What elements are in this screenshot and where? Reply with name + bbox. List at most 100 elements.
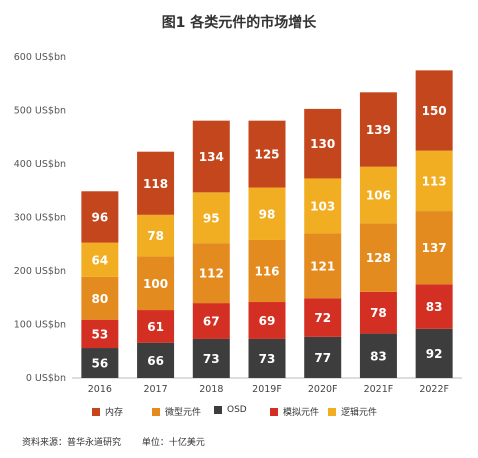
source-note: 资料来源：普华永道研究 <box>22 438 122 448</box>
bar-segment <box>304 233 342 299</box>
data-label: 69 <box>259 314 276 328</box>
data-label: 56 <box>92 357 109 371</box>
data-label: 130 <box>310 137 335 151</box>
bar-segment <box>248 187 286 240</box>
unit-note: 单位：十亿美元 <box>141 438 205 448</box>
data-label: 134 <box>199 150 224 164</box>
bar-segment <box>415 150 453 212</box>
data-label: 139 <box>366 123 391 137</box>
bar-segment <box>192 192 230 244</box>
x-tick-label: 2019F <box>252 384 282 395</box>
legend-label: 微型元件 <box>165 408 202 418</box>
legend-swatch <box>214 406 222 414</box>
y-tick-label: 100 US$bn <box>14 320 66 331</box>
bar-segment <box>248 120 286 188</box>
bar-segment <box>81 348 119 378</box>
bar-segment <box>137 256 175 311</box>
bar-segment <box>359 166 397 224</box>
bar-segment <box>137 151 175 215</box>
data-label: 118 <box>143 177 168 191</box>
data-label: 92 <box>426 347 443 361</box>
x-tick-label: 2018 <box>199 384 223 395</box>
legend-label: OSD <box>227 405 247 415</box>
bar-segment <box>415 328 453 378</box>
data-label: 80 <box>92 292 109 306</box>
legend-label: 模拟元件 <box>283 408 320 418</box>
data-label: 95 <box>203 211 220 225</box>
legend-label: 逻辑元件 <box>341 408 378 418</box>
data-label: 106 <box>366 189 391 203</box>
data-label: 61 <box>147 320 164 334</box>
legend-item: 微型元件 <box>152 405 201 418</box>
chart-footer: 资料来源：普华永道研究 单位：十亿美元 <box>22 435 223 448</box>
bar-segment <box>81 276 119 320</box>
data-label: 78 <box>370 306 387 320</box>
data-label: 66 <box>147 354 164 368</box>
data-label: 103 <box>310 199 335 213</box>
data-label: 113 <box>422 174 447 188</box>
legend-item: OSD <box>214 405 247 415</box>
bar-segment <box>359 92 397 167</box>
bar-segment <box>192 303 230 339</box>
y-tick-label: 300 US$bn <box>14 213 66 224</box>
data-label: 73 <box>203 352 220 366</box>
legend-swatch <box>152 407 160 416</box>
data-label: 112 <box>199 267 224 281</box>
bar-segment <box>192 243 230 304</box>
data-label: 72 <box>314 311 331 325</box>
y-tick-label: 0 US$bn <box>26 373 66 384</box>
data-label: 78 <box>147 229 164 243</box>
bar-segment <box>415 211 453 285</box>
data-label: 150 <box>422 104 447 118</box>
legend-label: 内存 <box>105 408 124 418</box>
bar-segment <box>304 336 342 378</box>
bar-segment <box>192 120 230 193</box>
y-tick-label: 400 US$bn <box>14 159 66 170</box>
bar-segment <box>415 70 453 151</box>
data-label: 53 <box>92 327 109 341</box>
bar-segment <box>304 108 342 179</box>
data-label: 137 <box>422 241 447 255</box>
chart-title: 图1 各类元件的市场增长 <box>161 15 317 31</box>
data-label: 64 <box>92 253 109 267</box>
legend-item: 逻辑元件 <box>328 405 377 418</box>
data-label: 73 <box>259 352 276 366</box>
legend-item: 模拟元件 <box>270 405 319 418</box>
bar-segment <box>359 291 397 334</box>
bar-segment <box>248 338 286 378</box>
y-tick-label: 600 US$bn <box>14 52 66 63</box>
y-tick-label: 500 US$bn <box>14 106 66 117</box>
bar-segment <box>81 191 119 243</box>
y-tick-label: 200 US$bn <box>14 266 66 277</box>
data-label: 100 <box>143 277 168 291</box>
bar-segment <box>304 178 342 234</box>
legend-swatch <box>92 407 100 416</box>
bar-segment <box>81 242 119 277</box>
x-tick-label: 2017 <box>143 384 167 395</box>
data-label: 96 <box>92 210 109 224</box>
bar-segment <box>415 284 453 329</box>
data-label: 83 <box>370 349 387 363</box>
bar-segment <box>304 298 342 337</box>
bar-segment <box>137 214 175 257</box>
data-label: 116 <box>254 265 279 279</box>
data-label: 128 <box>366 251 391 265</box>
bar-segment <box>248 302 286 339</box>
legend-swatch <box>328 407 336 416</box>
data-label: 125 <box>254 148 279 162</box>
bar-segment <box>137 342 175 378</box>
data-label: 83 <box>426 300 443 314</box>
bar-segment <box>248 239 286 303</box>
x-tick-label: 2022F <box>419 384 449 395</box>
data-label: 121 <box>310 259 335 273</box>
bar-segment <box>192 338 230 378</box>
x-tick-label: 2016 <box>88 384 112 395</box>
x-tick-label: 2021F <box>364 384 394 395</box>
data-label: 67 <box>203 315 220 329</box>
legend-swatch <box>270 407 278 416</box>
bar-segment <box>81 319 119 349</box>
x-tick-label: 2020F <box>308 384 338 395</box>
legend-item: 内存 <box>92 405 123 418</box>
